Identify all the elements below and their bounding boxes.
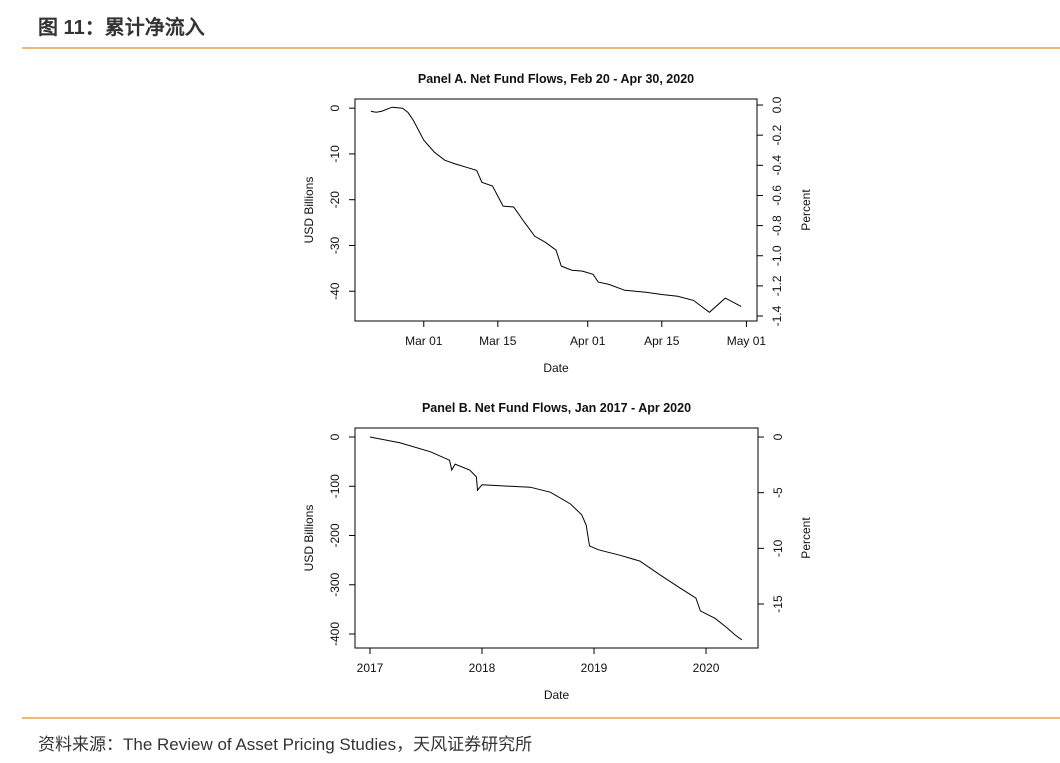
flow-line (369, 436, 743, 641)
source-note: 资料来源：The Review of Asset Pricing Studies… (38, 735, 532, 754)
y2-tick-label: -0.4 (770, 155, 784, 176)
y2-tick-label: 0 (771, 433, 785, 440)
y2-tick-label: -0.8 (770, 215, 784, 236)
y2-tick-label: -10 (771, 539, 785, 557)
y-tick-label: -10 (328, 145, 342, 163)
plot-frame (354, 427, 759, 649)
x-axis-label: Date (543, 361, 569, 375)
figure-title: 图 11：累计净流入 (38, 15, 205, 39)
x-tick-label: Mar 15 (479, 334, 517, 348)
y2-tick-label: 0.0 (770, 96, 784, 113)
y2-tick-label: -15 (771, 595, 785, 613)
y-tick-label: -200 (328, 523, 342, 547)
y2-axis-label: Percent (799, 189, 813, 231)
y-tick-label: -40 (328, 282, 342, 300)
y2-tick-label: -1.4 (770, 305, 784, 326)
y2-tick-label: -1.0 (770, 245, 784, 266)
chart-title: Panel B. Net Fund Flows, Jan 2017 - Apr … (422, 401, 691, 415)
x-tick-label: 2019 (581, 661, 608, 675)
plot-frame (354, 98, 758, 322)
y-tick-label: -300 (328, 572, 342, 596)
y2-tick-label: -0.6 (770, 185, 784, 206)
y2-axis-label: Percent (799, 517, 813, 559)
x-tick-label: Apr 01 (570, 334, 606, 348)
x-axis-label: Date (544, 688, 570, 702)
y2-tick-label: -5 (771, 487, 785, 498)
y-tick-label: -100 (328, 474, 342, 498)
chart-title: Panel A. Net Fund Flows, Feb 20 - Apr 30… (418, 72, 694, 86)
y-tick-label: 0 (328, 104, 342, 111)
y-tick-label: -400 (328, 622, 342, 646)
x-tick-label: 2020 (693, 661, 720, 675)
x-tick-label: 2017 (357, 661, 384, 675)
y-axis-label: USD Billions (302, 177, 316, 244)
y2-tick-label: -1.2 (770, 275, 784, 296)
x-tick-label: May 01 (727, 334, 767, 348)
flow-line (370, 106, 742, 313)
y-tick-label: 0 (328, 433, 342, 440)
x-tick-label: Mar 01 (405, 334, 443, 348)
y-tick-label: -20 (328, 191, 342, 209)
x-tick-label: Apr 15 (644, 334, 680, 348)
y2-tick-label: -0.2 (770, 125, 784, 146)
y-axis-label: USD Billions (302, 505, 316, 572)
x-tick-label: 2018 (469, 661, 496, 675)
y-tick-label: -30 (328, 236, 342, 254)
